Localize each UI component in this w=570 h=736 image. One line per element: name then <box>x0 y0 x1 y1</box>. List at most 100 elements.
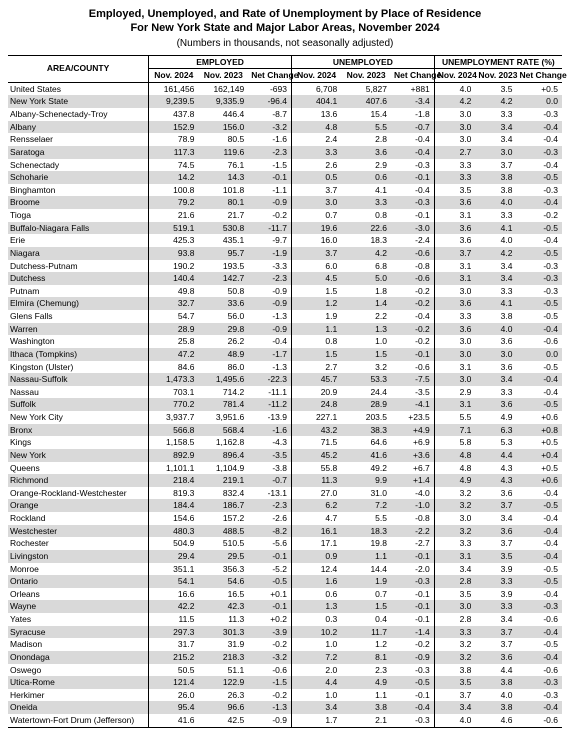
header-employed: EMPLOYED <box>149 55 292 69</box>
cell-e23: 714.2 <box>198 386 248 399</box>
cell-rN: -0.5 <box>517 638 563 651</box>
cell-r23: 3.4 <box>475 272 516 285</box>
cell-area: Nassau <box>8 386 149 399</box>
cell-uN: -1.4 <box>391 626 434 639</box>
cell-area: Westchester <box>8 525 149 538</box>
cell-e24: 184.4 <box>149 499 199 512</box>
cell-eN: -3.5 <box>248 449 291 462</box>
cell-r24: 3.1 <box>434 272 475 285</box>
cell-r23: 3.8 <box>475 171 516 184</box>
cell-u23: 7.2 <box>341 499 391 512</box>
cell-u24: 1.0 <box>291 689 341 702</box>
cell-e24: 78.9 <box>149 133 199 146</box>
cell-e24: 190.2 <box>149 260 199 273</box>
cell-r24: 7.1 <box>434 424 475 437</box>
cell-e24: 819.3 <box>149 487 199 500</box>
cell-area: Rochester <box>8 537 149 550</box>
cell-u23: 1.4 <box>341 297 391 310</box>
cell-u24: 0.9 <box>291 550 341 563</box>
table-row: Albany152.9156.0-3.24.85.5-0.73.03.4-0.4 <box>8 121 562 134</box>
cell-u24: 16.1 <box>291 525 341 538</box>
cell-u24: 1.2 <box>291 297 341 310</box>
cell-rN: -0.6 <box>517 335 563 348</box>
cell-eN: -1.9 <box>248 247 291 260</box>
cell-eN: -3.8 <box>248 462 291 475</box>
cell-eN: -1.5 <box>248 676 291 689</box>
cell-e24: 140.4 <box>149 272 199 285</box>
cell-e23: 51.1 <box>198 664 248 677</box>
cell-e23: 162,149 <box>198 82 248 95</box>
cell-uN: -0.3 <box>391 159 434 172</box>
cell-e24: 42.2 <box>149 600 199 613</box>
cell-u24: 3.7 <box>291 247 341 260</box>
cell-u24: 0.5 <box>291 171 341 184</box>
cell-u24: 0.3 <box>291 613 341 626</box>
cell-u24: 4.7 <box>291 512 341 525</box>
cell-r24: 3.3 <box>434 537 475 550</box>
cell-r23: 3.6 <box>475 361 516 374</box>
cell-r24: 3.6 <box>434 222 475 235</box>
cell-eN: +0.1 <box>248 588 291 601</box>
cell-r23: 4.2 <box>475 95 516 108</box>
cell-e23: 29.8 <box>198 323 248 336</box>
cell-u24: 0.8 <box>291 335 341 348</box>
cell-r23: 4.0 <box>475 323 516 336</box>
cell-rN: -0.4 <box>517 121 563 134</box>
cell-rN: -0.4 <box>517 373 563 386</box>
cell-rN: -0.3 <box>517 600 563 613</box>
cell-eN: -0.5 <box>248 575 291 588</box>
cell-e23: 156.0 <box>198 121 248 134</box>
cell-u24: 2.0 <box>291 664 341 677</box>
cell-e23: 530.8 <box>198 222 248 235</box>
cell-eN: -11.2 <box>248 398 291 411</box>
cell-e24: 54.1 <box>149 575 199 588</box>
header-u23: Nov. 2023 <box>341 69 391 83</box>
cell-r23: 3.7 <box>475 638 516 651</box>
cell-rN: -0.5 <box>517 247 563 260</box>
cell-area: Syracuse <box>8 626 149 639</box>
table-row: Rochester504.9510.5-5.617.119.8-2.73.33.… <box>8 537 562 550</box>
cell-e23: 80.1 <box>198 196 248 209</box>
cell-r23: 3.3 <box>475 209 516 222</box>
cell-e24: 16.6 <box>149 588 199 601</box>
cell-r23: 4.4 <box>475 664 516 677</box>
cell-u23: 2.8 <box>341 133 391 146</box>
cell-e23: 29.5 <box>198 550 248 563</box>
cell-e23: 16.5 <box>198 588 248 601</box>
cell-u24: 1.5 <box>291 285 341 298</box>
cell-u23: 407.6 <box>341 95 391 108</box>
cell-eN: -9.7 <box>248 234 291 247</box>
table-row: Yates11.511.3+0.20.30.4-0.12.83.4-0.6 <box>8 613 562 626</box>
table-row: Madison31.731.9-0.21.01.2-0.23.23.7-0.5 <box>8 638 562 651</box>
cell-uN: -0.3 <box>391 575 434 588</box>
cell-r23: 4.0 <box>475 689 516 702</box>
cell-uN: -2.0 <box>391 563 434 576</box>
cell-u23: 1.1 <box>341 550 391 563</box>
cell-e24: 29.4 <box>149 550 199 563</box>
cell-rN: 0.0 <box>517 95 563 108</box>
table-row: Schenectady74.576.1-1.52.62.9-0.33.33.7-… <box>8 159 562 172</box>
cell-r23: 3.4 <box>475 260 516 273</box>
table-row: Schoharie14.214.3-0.10.50.6-0.13.33.8-0.… <box>8 171 562 184</box>
cell-rN: -0.3 <box>517 272 563 285</box>
cell-u23: 1.3 <box>341 323 391 336</box>
cell-e24: 480.3 <box>149 525 199 538</box>
cell-rN: -0.4 <box>517 651 563 664</box>
cell-eN: -2.3 <box>248 272 291 285</box>
cell-eN: -0.1 <box>248 171 291 184</box>
cell-e24: 14.2 <box>149 171 199 184</box>
subtitle: (Numbers in thousands, not seasonally ad… <box>8 38 562 49</box>
cell-e23: 119.6 <box>198 146 248 159</box>
table-row: Ontario54.154.6-0.51.61.9-0.32.83.3-0.5 <box>8 575 562 588</box>
cell-area: Tioga <box>8 209 149 222</box>
cell-rN: -0.5 <box>517 310 563 323</box>
table-row: Orange-Rockland-Westchester819.3832.4-13… <box>8 487 562 500</box>
cell-e23: 568.4 <box>198 424 248 437</box>
cell-r24: 4.8 <box>434 462 475 475</box>
header-uN: Net Change <box>391 69 434 83</box>
cell-u24: 4.8 <box>291 121 341 134</box>
cell-e23: 896.4 <box>198 449 248 462</box>
table-row: Albany-Schenectady-Troy437.8446.4-8.713.… <box>8 108 562 121</box>
cell-u24: 17.1 <box>291 537 341 550</box>
cell-r23: 3.6 <box>475 525 516 538</box>
